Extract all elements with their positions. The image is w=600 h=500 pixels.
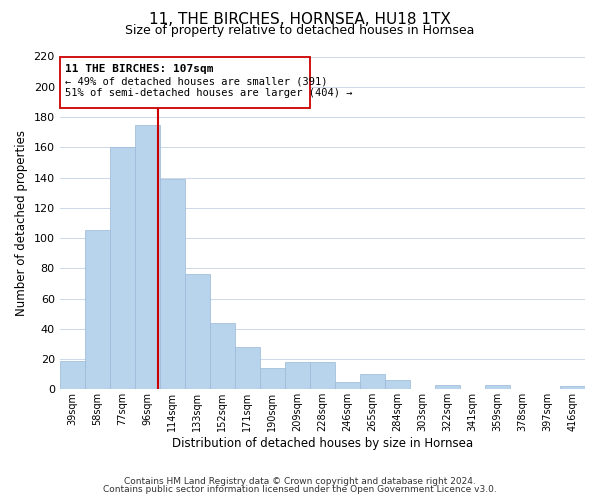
FancyBboxPatch shape	[59, 56, 310, 108]
Bar	[285, 362, 310, 390]
Bar	[210, 322, 235, 390]
Text: 11 THE BIRCHES: 107sqm: 11 THE BIRCHES: 107sqm	[65, 64, 213, 74]
Y-axis label: Number of detached properties: Number of detached properties	[15, 130, 28, 316]
Bar	[235, 347, 260, 390]
Bar	[59, 360, 85, 390]
Text: Contains public sector information licensed under the Open Government Licence v3: Contains public sector information licen…	[103, 485, 497, 494]
Bar	[335, 382, 360, 390]
Bar	[135, 124, 160, 390]
Bar	[385, 380, 410, 390]
Bar	[160, 179, 185, 390]
Bar	[85, 230, 110, 390]
Text: 11, THE BIRCHES, HORNSEA, HU18 1TX: 11, THE BIRCHES, HORNSEA, HU18 1TX	[149, 12, 451, 28]
Text: Size of property relative to detached houses in Hornsea: Size of property relative to detached ho…	[125, 24, 475, 37]
Text: Contains HM Land Registry data © Crown copyright and database right 2024.: Contains HM Land Registry data © Crown c…	[124, 477, 476, 486]
Text: 51% of semi-detached houses are larger (404) →: 51% of semi-detached houses are larger (…	[65, 88, 352, 99]
Bar	[110, 148, 135, 390]
Bar	[310, 362, 335, 390]
Bar	[185, 274, 210, 390]
Bar	[260, 368, 285, 390]
Bar	[435, 385, 460, 390]
Text: ← 49% of detached houses are smaller (391): ← 49% of detached houses are smaller (39…	[65, 76, 327, 86]
X-axis label: Distribution of detached houses by size in Hornsea: Distribution of detached houses by size …	[172, 437, 473, 450]
Bar	[560, 386, 585, 390]
Bar	[360, 374, 385, 390]
Bar	[485, 385, 510, 390]
